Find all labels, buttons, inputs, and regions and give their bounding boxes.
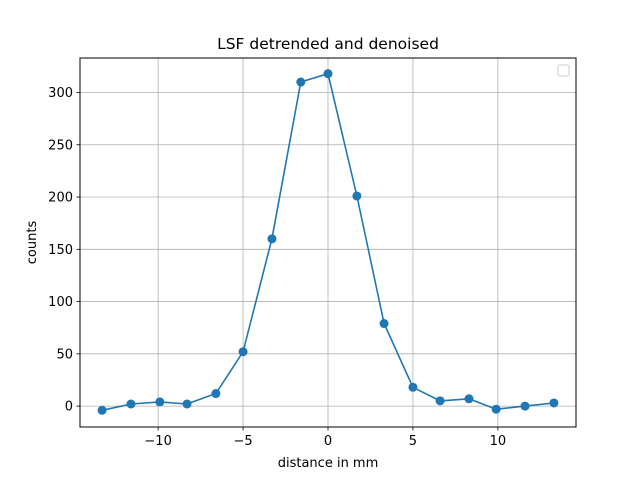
x-tick-label: 10 bbox=[490, 434, 507, 449]
data-point bbox=[296, 77, 306, 87]
grid-lines bbox=[80, 58, 576, 427]
y-tick-label: 200 bbox=[48, 191, 73, 206]
data-point bbox=[97, 405, 107, 415]
y-axis-title: counts bbox=[25, 221, 40, 265]
x-tick-label: 5 bbox=[409, 434, 417, 449]
y-tick-label: 300 bbox=[48, 86, 73, 101]
chart-title: LSF detrended and denoised bbox=[217, 35, 439, 53]
data-point bbox=[211, 389, 221, 399]
data-point bbox=[464, 394, 474, 404]
data-point bbox=[323, 69, 333, 79]
data-point bbox=[352, 191, 362, 201]
data-point bbox=[435, 396, 445, 406]
legend-box bbox=[557, 64, 570, 77]
data-series bbox=[97, 69, 559, 415]
x-tick-label: −5 bbox=[233, 434, 252, 449]
data-point bbox=[267, 234, 277, 244]
y-tick-label: 150 bbox=[48, 243, 73, 258]
x-tick-label: −10 bbox=[144, 434, 171, 449]
data-point bbox=[126, 399, 136, 409]
data-point bbox=[408, 382, 418, 392]
data-point bbox=[491, 404, 501, 414]
y-tick-label: 100 bbox=[48, 295, 73, 310]
y-tick-label: 0 bbox=[65, 400, 73, 415]
y-tick-label: 250 bbox=[48, 138, 73, 153]
x-tick-label: 0 bbox=[324, 434, 332, 449]
data-point bbox=[549, 398, 559, 408]
x-axis-title: distance in mm bbox=[278, 456, 379, 471]
data-point bbox=[155, 397, 165, 407]
data-point bbox=[520, 401, 530, 411]
data-point bbox=[379, 319, 389, 329]
data-point bbox=[238, 347, 248, 357]
y-tick-label: 50 bbox=[56, 347, 73, 362]
data-point bbox=[182, 399, 192, 409]
